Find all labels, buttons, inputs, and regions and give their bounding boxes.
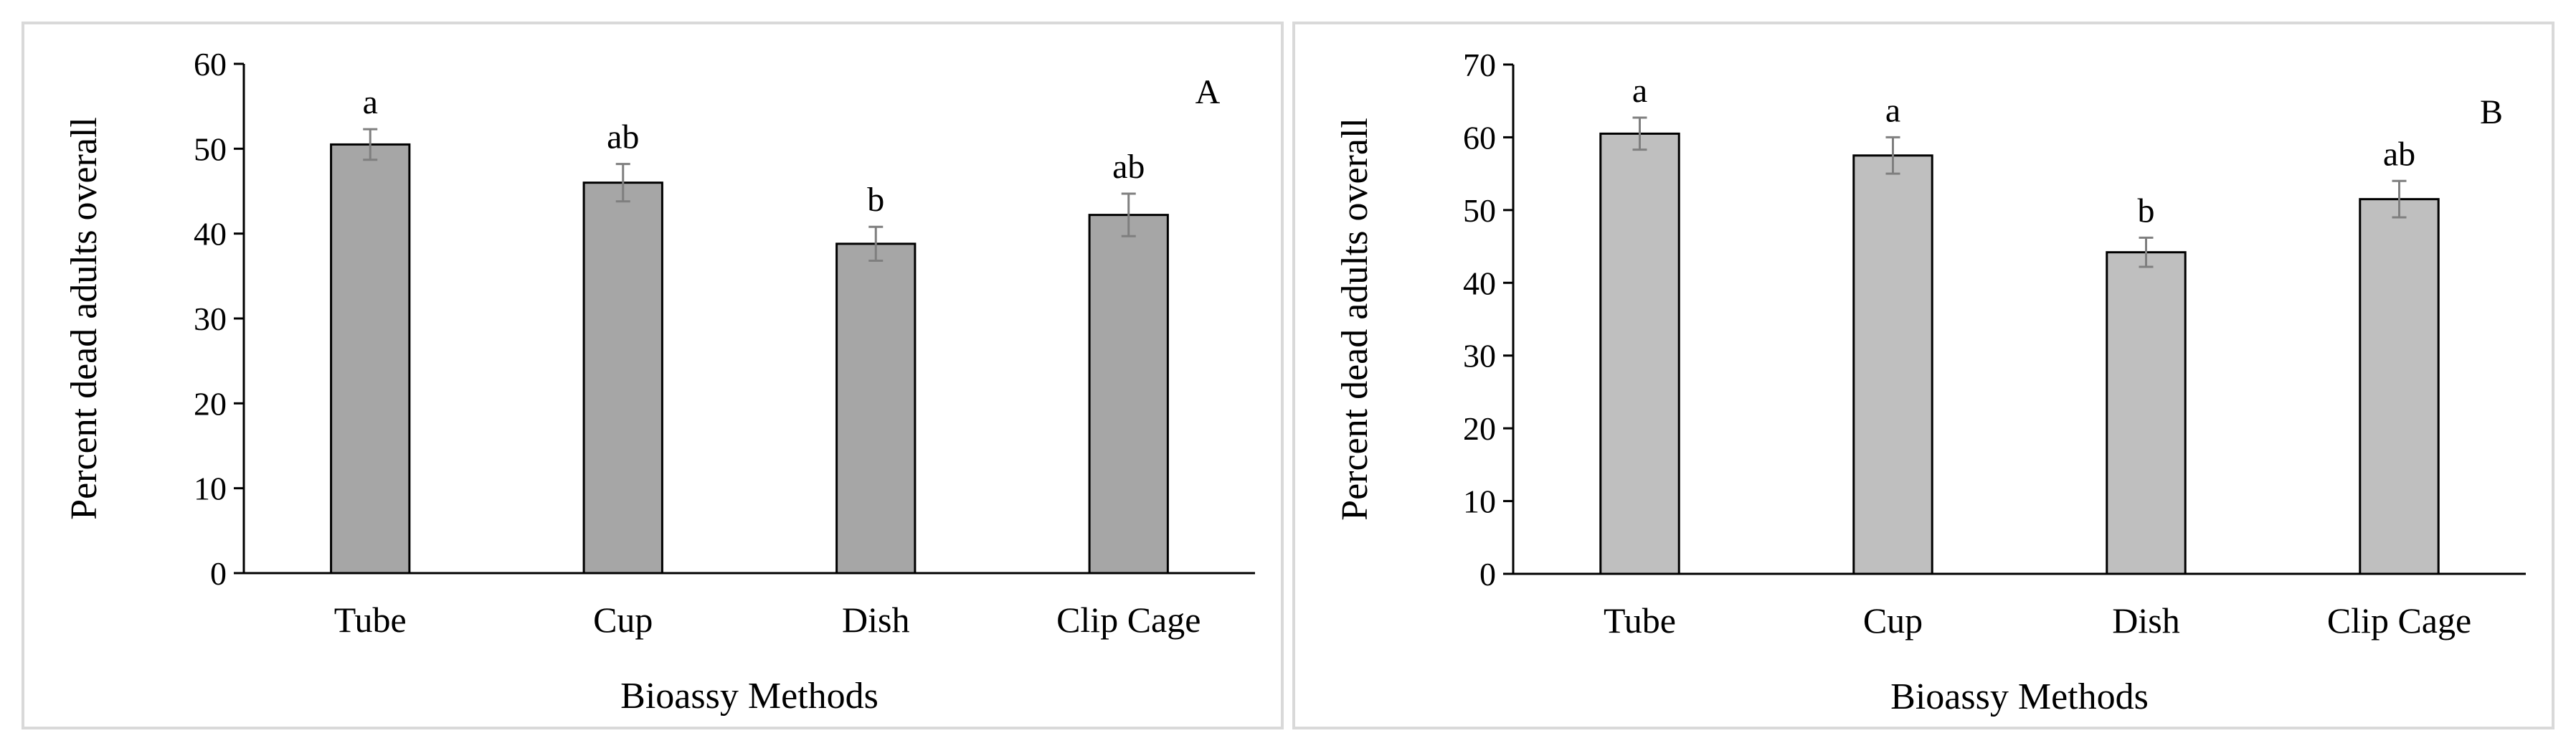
- y-tick-label: 10: [1463, 483, 1496, 520]
- chart-panel-a: 0 10 20 30 40 50 60 a Tube ab Cup b Dish ab Clip Cage B…: [22, 22, 1284, 729]
- y-tick-label: 20: [194, 385, 227, 422]
- bar-chart-b: 0 10 20 30 40 50 60 70 a Tube a Cup b Dish ab Clip Cage…: [1335, 47, 2526, 717]
- y-axis-title: Percent dead adults overall: [1335, 118, 1375, 521]
- bar-tube: [330, 143, 411, 575]
- x-axis-title: Bioassy Methods: [1890, 676, 2149, 717]
- category-label: Dish: [2112, 600, 2179, 641]
- significance-letter: a: [1632, 72, 1647, 110]
- x-axis-title: Bioassy Methods: [620, 676, 879, 717]
- bar-cup: [582, 181, 663, 575]
- y-tick-label: 0: [1479, 556, 1496, 592]
- significance-letter: b: [867, 181, 884, 219]
- category-label: Clip Cage: [2327, 600, 2471, 641]
- y-tick-label: 50: [1463, 192, 1496, 229]
- bar-clip-cage: [2359, 198, 2440, 575]
- y-tick-label: 50: [194, 131, 227, 167]
- bar-clip-cage: [1088, 214, 1169, 575]
- y-tick-label: 40: [1463, 265, 1496, 301]
- y-tick-label: 20: [1463, 410, 1496, 447]
- panel-letter: A: [1195, 73, 1221, 111]
- significance-letter: ab: [1112, 148, 1145, 186]
- y-tick-label: 30: [194, 301, 227, 337]
- category-label: Cup: [593, 600, 653, 640]
- bar-dish: [2106, 251, 2187, 575]
- significance-letter: b: [2138, 192, 2155, 230]
- panel-letter: B: [2480, 93, 2503, 131]
- category-label: Clip Cage: [1056, 600, 1201, 640]
- significance-letter: a: [1885, 91, 1900, 129]
- y-axis-title: Percent dead adults overall: [64, 117, 105, 520]
- significance-letter: ab: [2383, 135, 2415, 173]
- y-tick-label: 40: [194, 216, 227, 252]
- bar-dish: [835, 242, 917, 575]
- y-tick-label: 0: [210, 555, 227, 592]
- significance-letter: a: [363, 83, 378, 121]
- y-tick-label: 30: [1463, 338, 1496, 374]
- y-tick-label: 10: [194, 471, 227, 507]
- bar-chart-a: 0 10 20 30 40 50 60 a Tube ab Cup b Dish ab Clip Cage B…: [64, 46, 1255, 717]
- category-label: Tube: [334, 600, 407, 640]
- bar-cup: [1852, 154, 1933, 575]
- y-tick-label: 60: [194, 46, 227, 82]
- significance-letter: ab: [607, 118, 639, 156]
- chart-panel-b: 0 10 20 30 40 50 60 70 a Tube a Cup b Dish ab Clip Cage…: [1292, 22, 2554, 729]
- category-label: Tube: [1604, 600, 1676, 641]
- category-label: Dish: [842, 600, 909, 640]
- y-tick-label: 70: [1463, 47, 1496, 83]
- category-label: Cup: [1863, 600, 1923, 641]
- y-tick-label: 60: [1463, 119, 1496, 156]
- bar-tube: [1599, 132, 1680, 575]
